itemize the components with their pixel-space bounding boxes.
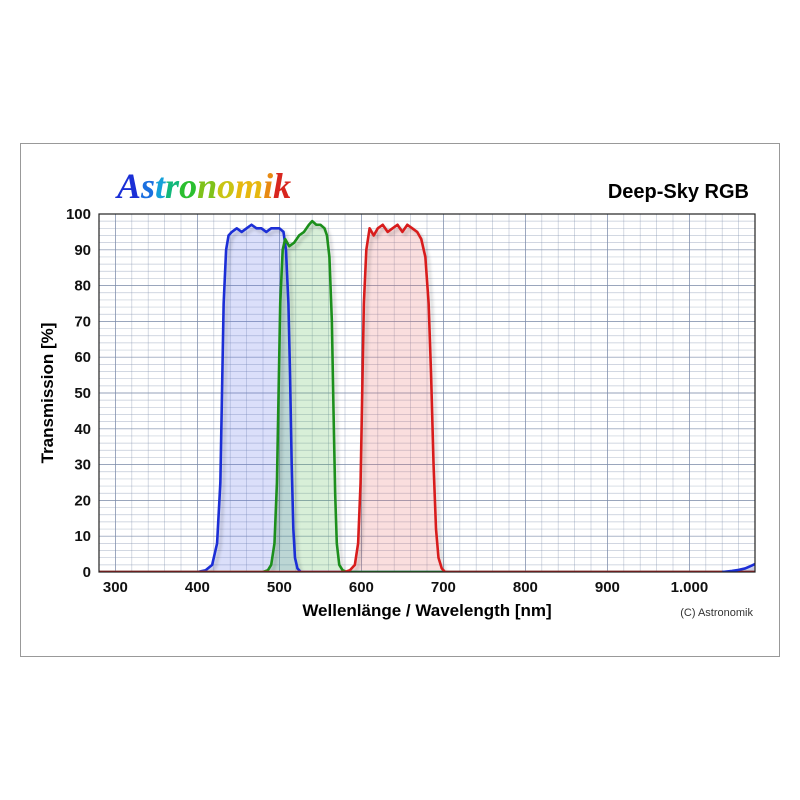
- x-tick-label: 500: [267, 579, 292, 596]
- y-tick-label: 10: [74, 528, 91, 545]
- transmission-chart: 300 400 500 600 700 800 900 1.000 0 10 20 30 40 50 60 7…: [35, 162, 765, 632]
- chart-title-right: Deep-Sky RGB: [608, 181, 749, 203]
- brand-title: Astronomik: [115, 166, 291, 206]
- x-tick-label: 300: [103, 579, 128, 596]
- y-tick-label: 100: [66, 206, 91, 223]
- y-tick-label: 50: [74, 385, 91, 402]
- x-axis-label: Wellenlänge / Wavelength [nm]: [302, 601, 551, 620]
- copyright-text: (C) Astronomik: [680, 607, 753, 619]
- y-tick-label: 30: [74, 457, 91, 474]
- x-tick-label: 700: [431, 579, 456, 596]
- x-tick-label: 600: [349, 579, 374, 596]
- y-axis-label: Transmission [%]: [38, 323, 57, 464]
- y-axis-label-group: Transmission [%]: [38, 323, 57, 464]
- y-tick-label: 90: [74, 242, 91, 259]
- x-tick-label: 400: [185, 579, 210, 596]
- y-tick-label: 0: [83, 564, 91, 581]
- x-tick-label: 1.000: [671, 579, 709, 596]
- y-tick-label: 70: [74, 313, 91, 330]
- chart-panel: 300 400 500 600 700 800 900 1.000 0 10 20 30 40 50 60 7…: [20, 143, 780, 657]
- y-tick-label: 60: [74, 349, 91, 366]
- x-tick-label: 800: [513, 579, 538, 596]
- x-tick-label: 900: [595, 579, 620, 596]
- y-tick-label: 40: [74, 421, 91, 438]
- y-tick-label: 20: [74, 492, 91, 509]
- y-tick-label: 80: [74, 278, 91, 295]
